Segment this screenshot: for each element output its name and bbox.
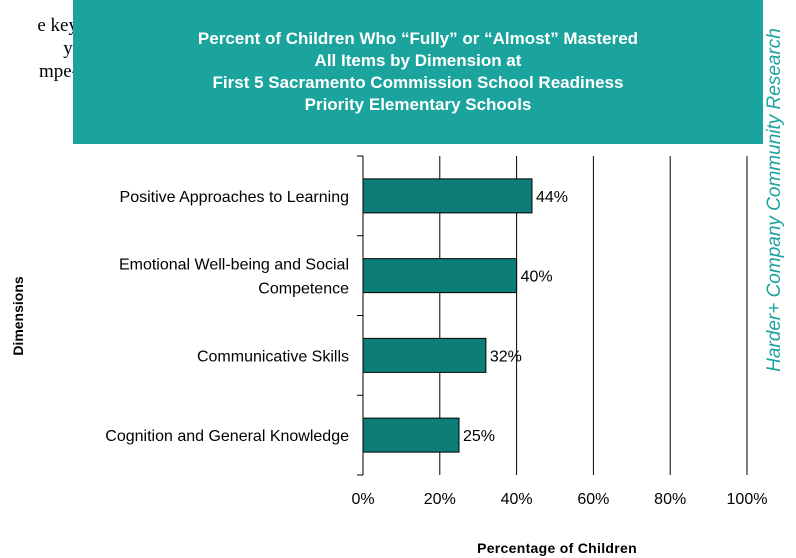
x-tick-label: 80% [654,491,686,508]
x-tick-label: 40% [501,491,533,508]
category-label: Competence [258,281,349,298]
data-label: 32% [490,348,522,365]
data-label: 25% [463,428,495,445]
x-axis-title: Percentage of Children [477,540,637,556]
chart-title-box: Percent of Children Who “Fully” or “Almo… [73,0,763,144]
side-text-line: mpe- [38,61,78,82]
chart-title-line-4: Priority Elementary Schools [304,95,532,114]
chart-title-line-3: First 5 Sacramento Commission School Rea… [212,73,624,92]
x-tick-label: 60% [577,491,609,508]
bar [362,178,533,214]
x-tick-label: 20% [424,491,456,508]
bar [362,258,518,294]
bar [362,337,487,373]
data-label: 40% [521,269,553,286]
data-label: 44% [536,189,568,206]
category-label: Emotional Well-being and Social [119,257,349,274]
chart-title-line-1: Percent of Children Who “Fully” or “Almo… [197,29,639,48]
side-text-line: e key [37,15,78,36]
x-tick-label: 0% [351,491,374,508]
bar [362,417,460,453]
x-tick-label: 100% [727,491,768,508]
category-label: Cognition and General Knowledge [105,428,349,445]
category-label: Positive Approaches to Learning [120,189,349,206]
chart-title-line-2: All Items by Dimension at [314,51,522,70]
category-label: Communicative Skills [197,348,349,365]
